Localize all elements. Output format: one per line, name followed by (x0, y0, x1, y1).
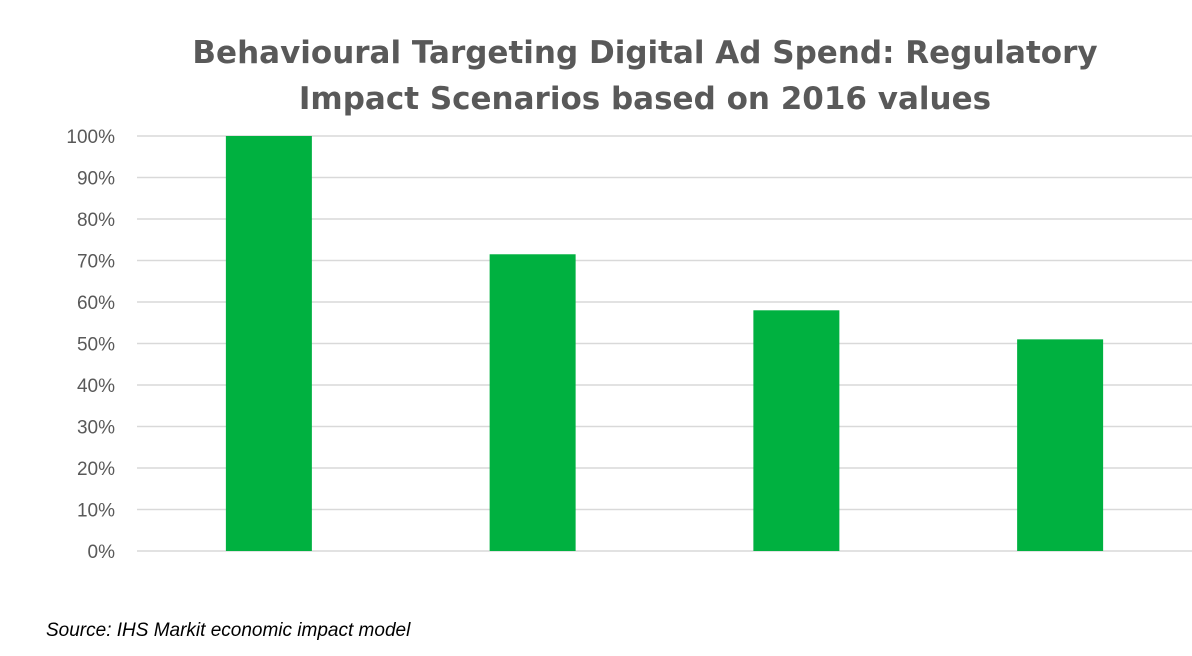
chart-title: Behavioural Targeting Digital Ad Spend: … (192, 35, 1098, 117)
y-tick-label: 80% (77, 210, 115, 231)
y-tick-label: 60% (77, 293, 115, 314)
bar (753, 310, 840, 551)
y-tick-label: 20% (77, 459, 115, 480)
y-tick-label: 90% (77, 169, 115, 190)
y-tick-label: 10% (77, 501, 115, 522)
bar (1017, 339, 1104, 551)
y-tick-label: 50% (77, 335, 115, 356)
source-note: Source: IHS Markit economic impact model (46, 620, 411, 641)
y-tick-label: 100% (66, 127, 115, 148)
y-tick-label: 0% (88, 542, 116, 563)
bar (225, 136, 312, 551)
y-tick-label: 30% (77, 418, 115, 439)
y-tick-label: 40% (77, 376, 115, 397)
bar (489, 254, 576, 551)
y-tick-label: 70% (77, 252, 115, 273)
